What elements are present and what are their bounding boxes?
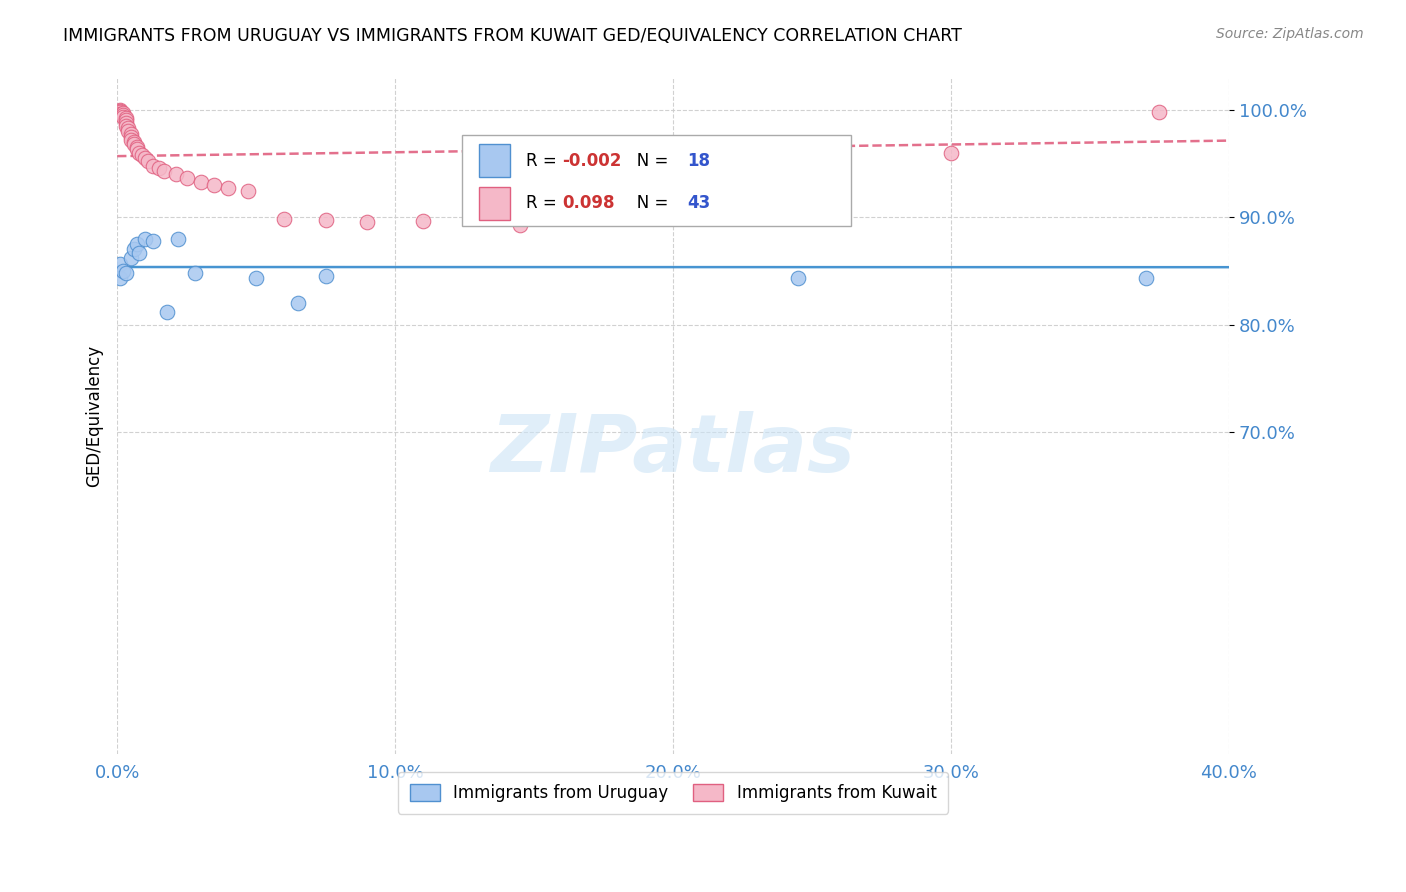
Point <box>315 213 337 227</box>
Point <box>165 167 187 181</box>
Point <box>412 214 434 228</box>
Point <box>662 160 685 174</box>
Point <box>122 135 145 149</box>
Point <box>125 143 148 157</box>
Point <box>128 145 150 160</box>
Point <box>190 175 212 189</box>
Point <box>108 107 131 121</box>
Legend: Immigrants from Uruguay, Immigrants from Kuwait: Immigrants from Uruguay, Immigrants from… <box>398 772 948 814</box>
Text: IMMIGRANTS FROM URUGUAY VS IMMIGRANTS FROM KUWAIT GED/EQUIVALENCY CORRELATION CH: IMMIGRANTS FROM URUGUAY VS IMMIGRANTS FR… <box>63 27 962 45</box>
Point <box>125 140 148 154</box>
Point <box>1135 271 1157 285</box>
Point <box>108 257 131 271</box>
Point <box>117 124 139 138</box>
Point <box>108 104 131 119</box>
Point <box>108 103 131 117</box>
Text: N =: N = <box>621 194 673 212</box>
Point <box>108 103 131 118</box>
Text: 43: 43 <box>688 194 711 212</box>
Text: Source: ZipAtlas.com: Source: ZipAtlas.com <box>1216 27 1364 41</box>
Point <box>134 151 156 165</box>
Point <box>117 120 139 135</box>
Point <box>939 145 962 160</box>
Point <box>120 133 142 147</box>
Point <box>356 215 378 229</box>
Point <box>801 154 824 169</box>
Point <box>1149 104 1171 119</box>
Point <box>114 115 136 129</box>
Text: -0.002: -0.002 <box>562 152 621 169</box>
Y-axis label: GED/Equivalency: GED/Equivalency <box>86 345 103 487</box>
Point <box>167 231 190 245</box>
Point <box>111 110 134 124</box>
Point <box>134 231 156 245</box>
Text: R =: R = <box>526 194 568 212</box>
Point <box>108 271 131 285</box>
Point <box>315 269 337 284</box>
Text: ZIPatlas: ZIPatlas <box>491 410 856 489</box>
Text: 0.098: 0.098 <box>562 194 614 212</box>
Point <box>787 271 810 285</box>
Point <box>111 264 134 278</box>
Point <box>153 164 176 178</box>
Text: R =: R = <box>526 152 562 169</box>
FancyBboxPatch shape <box>461 135 851 227</box>
Point <box>111 106 134 120</box>
Point <box>142 159 165 173</box>
Point <box>217 181 239 195</box>
Text: N =: N = <box>621 152 673 169</box>
Point <box>287 296 309 310</box>
Point <box>204 178 226 192</box>
Point <box>156 304 179 318</box>
Point <box>122 136 145 151</box>
Point <box>509 218 531 232</box>
Point <box>120 129 142 144</box>
Text: 18: 18 <box>688 152 710 169</box>
FancyBboxPatch shape <box>478 187 509 219</box>
Point <box>236 184 259 198</box>
Point <box>114 112 136 126</box>
Point <box>131 148 153 162</box>
Point <box>120 128 142 142</box>
Point <box>176 171 198 186</box>
Point <box>120 251 142 265</box>
Point <box>114 119 136 133</box>
FancyBboxPatch shape <box>478 145 509 177</box>
Point <box>184 266 207 280</box>
Point <box>273 212 295 227</box>
Point <box>125 236 148 251</box>
Point <box>245 271 267 285</box>
Point <box>114 266 136 280</box>
Point <box>111 108 134 122</box>
Point <box>122 243 145 257</box>
Point <box>148 161 170 175</box>
Point <box>578 164 600 178</box>
Point <box>128 245 150 260</box>
Point <box>114 113 136 128</box>
Point <box>136 154 159 169</box>
Point <box>142 234 165 248</box>
